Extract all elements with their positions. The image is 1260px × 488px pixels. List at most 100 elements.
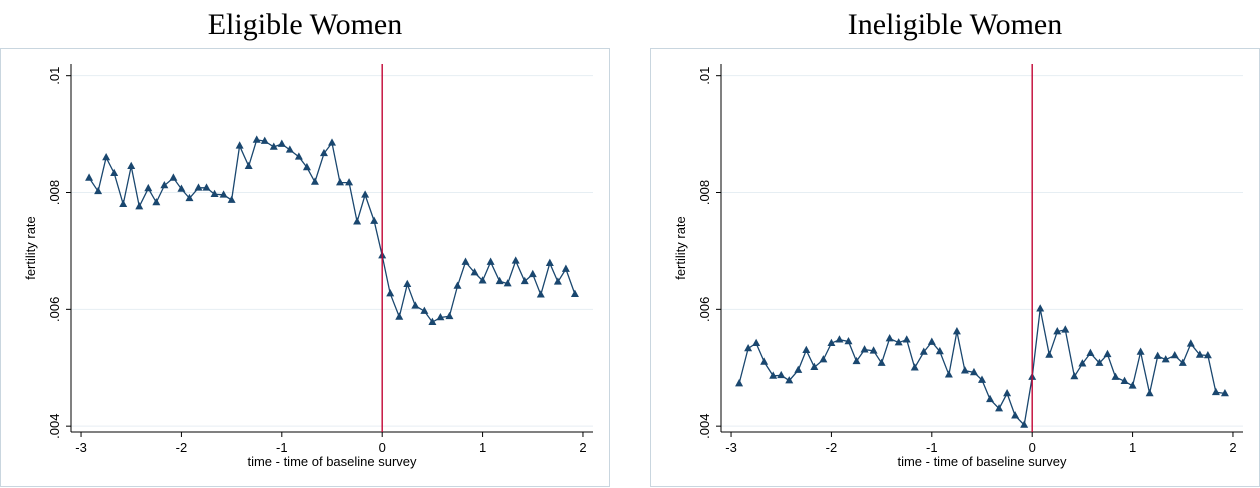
data-point-marker	[885, 334, 894, 342]
data-point-marker	[160, 180, 169, 189]
data-point-marker	[944, 370, 953, 378]
data-point-marker	[1095, 358, 1104, 366]
data-point-marker	[102, 152, 111, 161]
data-point-marker	[252, 135, 261, 143]
data-point-marker	[370, 216, 379, 224]
data-point-marker	[1003, 388, 1012, 397]
data-point-marker	[852, 356, 861, 365]
data-point-marker	[135, 202, 144, 210]
data-point-marker	[561, 264, 570, 272]
data-point-marker	[810, 362, 819, 370]
data-point-marker	[919, 347, 928, 355]
data-point-marker	[1178, 358, 1187, 366]
data-point-marker	[1128, 381, 1137, 389]
x-axis-title: time - time of baseline survey	[247, 454, 417, 469]
y-tick-label: .008	[47, 180, 62, 205]
data-point-marker	[411, 301, 420, 309]
y-axis-title: fertility rate	[23, 216, 38, 280]
data-point-marker	[1220, 388, 1229, 397]
y-tick-label: .004	[47, 414, 62, 439]
data-point-marker	[528, 269, 537, 278]
data-point-marker	[94, 186, 103, 195]
data-point-marker	[185, 193, 194, 202]
plot-frame: .004 .006 .008 .01 -3 -2 -1 0 1 2 time - time of b…	[650, 48, 1260, 487]
data-point-marker	[495, 276, 504, 285]
data-point-marker	[735, 379, 744, 387]
data-point-marker	[461, 257, 470, 265]
data-point-marker	[353, 217, 362, 225]
x-tick-label: -1	[926, 440, 938, 455]
data-point-marker	[802, 345, 811, 354]
y-tick-label: .006	[697, 297, 712, 322]
data-point-marker	[894, 338, 903, 346]
data-point-marker	[486, 257, 495, 265]
x-tick-label: -3	[75, 440, 87, 455]
x-axis-title: time - time of baseline survey	[897, 454, 1067, 469]
y-tick-label: .006	[47, 297, 62, 322]
data-point-marker	[127, 161, 136, 170]
data-point-marker	[844, 336, 853, 345]
chart-panel-ineligible: Ineligible Women .004 .006 .008 .01 -3 -2 -1 0 1…	[650, 0, 1260, 488]
data-point-marker	[570, 289, 579, 297]
x-tick-label: 0	[379, 440, 386, 455]
data-point-marker	[227, 195, 236, 203]
x-tick-label: -1	[276, 440, 288, 455]
data-point-marker	[1045, 350, 1054, 358]
data-point-marker	[1111, 372, 1120, 380]
data-point-marker	[403, 279, 412, 288]
data-point-marker	[1086, 348, 1095, 356]
data-point-marker	[219, 190, 228, 198]
data-point-marker	[1120, 376, 1129, 384]
data-point-marker	[835, 335, 844, 343]
data-point-marker	[1070, 372, 1079, 380]
data-point-marker	[478, 276, 487, 284]
data-point-marker	[310, 177, 319, 185]
y-tick-label: .008	[697, 180, 712, 205]
data-point-marker	[744, 343, 753, 352]
data-point-marker	[1011, 411, 1020, 419]
line-chart-ineligible: .004 .006 .008 .01 -3 -2 -1 0 1 2 time - time of b…	[673, 64, 1243, 469]
chart-title: Eligible Women	[207, 8, 403, 41]
data-point-marker	[1020, 420, 1029, 428]
line-chart-eligible: .004 .006 .008 .01 -3 -2 -1 0 1 2 time - time of b…	[23, 64, 593, 469]
data-point-marker	[1203, 350, 1212, 359]
data-point-marker	[395, 312, 404, 320]
data-point-marker	[470, 268, 479, 276]
data-point-marker	[277, 139, 286, 147]
data-point-marker	[235, 141, 244, 149]
data-point-marker	[978, 375, 986, 383]
data-point-marker	[1053, 327, 1062, 335]
data-point-marker	[819, 355, 828, 363]
data-point-marker	[777, 370, 786, 379]
data-point-marker	[910, 363, 919, 371]
data-point-marker	[520, 276, 529, 285]
data-point-marker	[85, 173, 94, 181]
data-point-marker	[877, 358, 886, 366]
data-point-marker	[420, 306, 429, 314]
data-point-marker	[345, 178, 354, 186]
plot-frame: .004 .006 .008 .01 -3 -2 -1 0 1 2 time - time of b…	[0, 48, 610, 487]
data-point-marker	[1153, 351, 1162, 359]
data-point-marker	[553, 277, 562, 285]
data-point-marker	[269, 142, 278, 150]
data-point-marker	[202, 183, 211, 191]
data-point-marker	[445, 311, 454, 320]
chart-title: Ineligible Women	[847, 8, 1063, 41]
data-point-marker	[144, 183, 153, 192]
data-point-marker	[752, 338, 761, 347]
data-point-marker	[1145, 388, 1154, 397]
data-point-marker	[511, 256, 520, 264]
x-tick-label: -2	[176, 440, 188, 455]
x-tick-label: 2	[1229, 440, 1236, 455]
data-point-marker	[260, 136, 269, 144]
x-tick-label: 1	[479, 440, 486, 455]
data-point-marker	[869, 346, 878, 354]
data-point-marker	[285, 145, 294, 153]
data-point-marker	[827, 338, 836, 347]
y-tick-label: .004	[697, 414, 712, 439]
data-point-marker	[244, 161, 253, 170]
data-point-marker	[769, 371, 778, 379]
data-point-marker	[536, 290, 545, 298]
data-point-marker	[328, 138, 336, 146]
data-point-marker	[995, 404, 1004, 412]
